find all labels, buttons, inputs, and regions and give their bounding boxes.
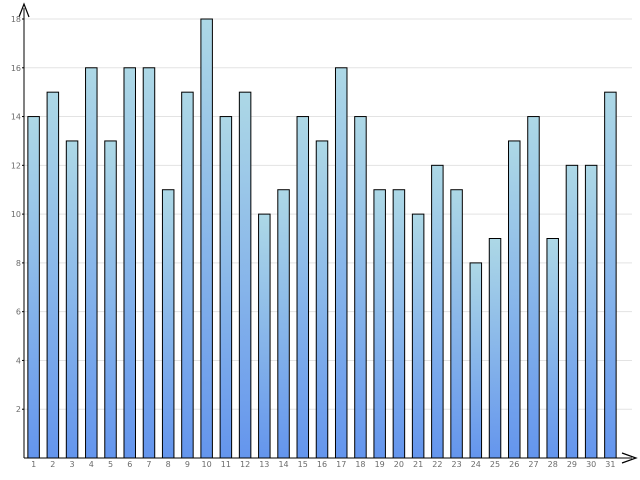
bar-18 [354,116,367,459]
y-tick-label: 8 [16,259,21,268]
bar-11 [219,116,233,459]
bar-7 [142,67,156,459]
x-tick-label: 3 [70,460,75,469]
y-tick-label: 6 [16,308,21,317]
x-tick-label: 29 [567,460,577,469]
bar-12 [238,91,252,459]
bar-19 [373,189,386,459]
x-axis-arrow-icon [621,452,638,464]
x-tick-label: 5 [108,460,113,469]
x-tick-label: 1 [31,460,36,469]
y-tick-label: 10 [11,210,21,219]
bar-26 [508,140,521,459]
x-tick-label: 12 [240,460,250,469]
x-tick-label: 24 [471,460,481,469]
x-tick-label: 7 [146,460,151,469]
bar-20 [392,189,406,459]
bar-5 [104,140,117,459]
y-tick-label: 2 [16,405,21,414]
x-tick-label: 22 [432,460,442,469]
bar-6 [123,67,136,459]
x-tick-label: 9 [185,460,190,469]
x-tick-label: 15 [298,460,308,469]
bar-21 [411,213,425,459]
bar-3 [65,140,79,459]
axes [18,2,638,464]
x-tick-label: 16 [317,460,327,469]
bar-9 [181,91,194,459]
x-tick-label: 6 [127,460,132,469]
bar-24 [469,262,483,459]
bar-1 [27,116,40,459]
bar-28 [546,238,559,459]
bars [27,18,617,459]
x-tick-label: 28 [548,460,558,469]
bar-27 [527,116,540,459]
x-tick-label: 2 [50,460,55,469]
x-tick-label: 27 [528,460,538,469]
bar-22 [431,164,444,459]
bar-15 [296,116,310,459]
x-tick-label: 11 [221,460,231,469]
bar-16 [315,140,329,459]
x-tick-label: 20 [394,460,404,469]
bar-8 [161,189,175,459]
x-tick-label: 10 [202,460,212,469]
bar-30 [584,164,598,459]
x-tick-label: 17 [336,460,346,469]
x-tick-label: 30 [586,460,596,469]
bar-29 [565,164,579,459]
bar-4 [85,67,98,459]
bar-14 [277,189,290,459]
x-tick-label: 14 [278,460,288,469]
y-axis-arrow-icon [18,2,30,18]
y-tick-label: 12 [11,161,21,170]
x-tick-label: 21 [413,460,423,469]
bar-23 [450,189,463,459]
x-tick-label: 23 [451,460,461,469]
bar-25 [488,238,502,459]
x-tick-label: 31 [605,460,615,469]
x-tick-label: 13 [259,460,269,469]
x-tick-label: 26 [509,460,519,469]
x-tick-label: 8 [166,460,171,469]
x-tick-label: 19 [375,460,385,469]
bar-31 [604,91,617,459]
bar-10 [200,18,213,459]
x-tick-label: 25 [490,460,500,469]
y-tick-label: 16 [11,64,21,73]
x-tick-label: 4 [89,460,94,469]
bar-2 [46,91,60,459]
y-tick-label: 18 [11,15,21,24]
bar-17 [334,67,348,459]
bar-13 [258,213,271,459]
x-tick-label: 18 [355,460,365,469]
y-tick-label: 4 [16,356,21,365]
y-tick-label: 14 [11,113,21,122]
